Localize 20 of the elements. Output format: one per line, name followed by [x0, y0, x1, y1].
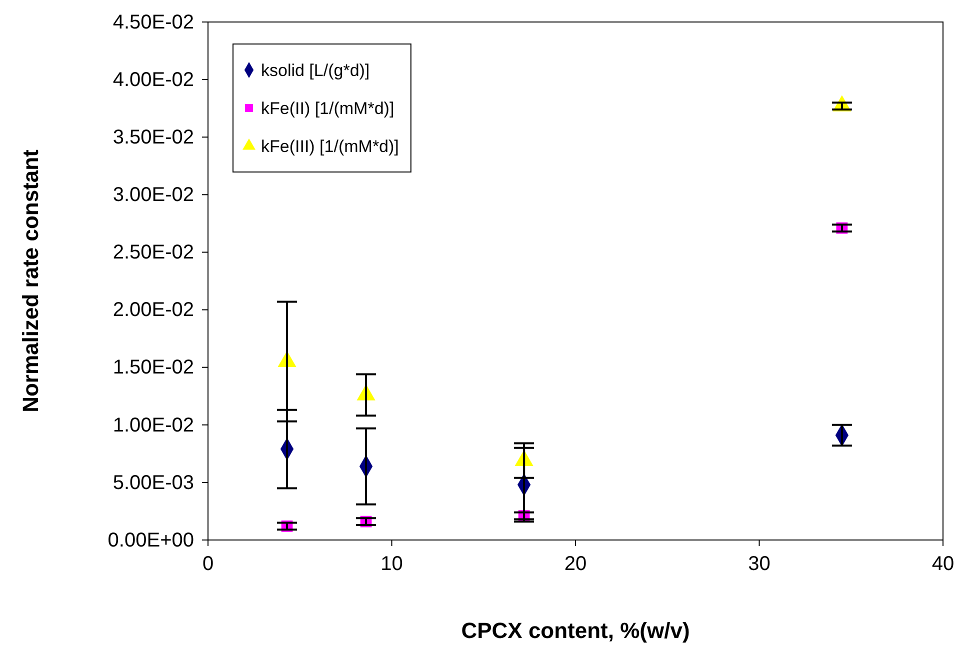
y-tick-label: 3.50E-02 [112, 126, 194, 149]
y-axis-title: Normalized rate constant [18, 148, 43, 412]
y-tick-label: 2.50E-02 [112, 242, 194, 264]
y-tick-label: 3.00E-02 [112, 184, 194, 206]
x-tick-label: 10 [380, 553, 403, 576]
y-tick-label: 0.00E+00 [108, 529, 194, 552]
y-tick-label: 2.00E-02 [112, 299, 194, 322]
x-tick-label: 40 [932, 553, 954, 576]
x-tick-label: 0 [202, 553, 214, 576]
y-tick-label: 4.50E-02 [112, 11, 194, 34]
y-tick-label: 4.00E-02 [112, 68, 194, 91]
x-tick-label: 20 [564, 553, 587, 576]
legend-label: kFe(III) [1/(mM*d)] [261, 137, 399, 156]
x-tick-label: 30 [748, 553, 770, 576]
y-tick-label: 1.00E-02 [112, 414, 194, 436]
legend-label: ksolid [L/(g*d)] [261, 61, 370, 80]
y-tick-label: 1.50E-02 [112, 356, 194, 379]
x-axis-title: CPCX content, %(w/v) [461, 618, 690, 643]
legend-label: kFe(II) [1/(mM*d)] [261, 99, 394, 118]
y-tick-label: 5.00E-03 [112, 472, 194, 494]
